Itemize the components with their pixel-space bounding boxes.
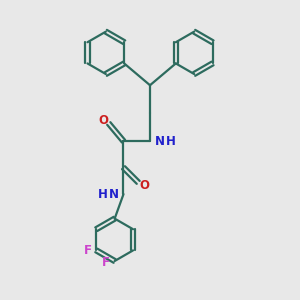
Text: O: O — [139, 179, 149, 192]
Text: N: N — [154, 135, 164, 148]
Text: H: H — [166, 135, 176, 148]
Text: F: F — [83, 244, 92, 257]
Text: N: N — [109, 188, 119, 201]
Text: H: H — [98, 188, 107, 201]
Text: O: O — [98, 114, 108, 127]
Text: F: F — [102, 256, 110, 269]
